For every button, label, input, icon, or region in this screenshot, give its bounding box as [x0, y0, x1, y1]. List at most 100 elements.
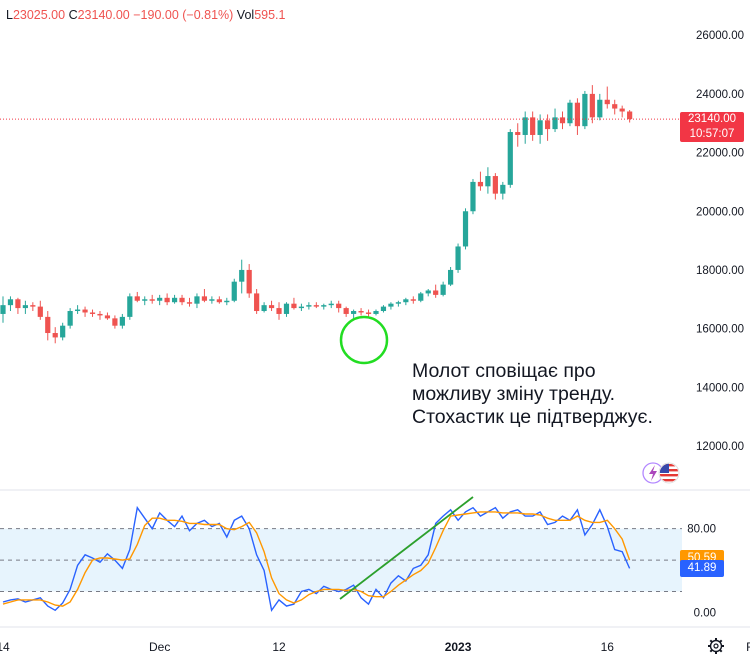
annotation-text: Молот сповіщає про можливу зміну тренду.… — [412, 360, 653, 428]
candle-body — [194, 296, 200, 304]
last-price-value: 23140.00 — [688, 113, 736, 126]
candle-body — [246, 269, 252, 294]
time-axis[interactable]: 14 Dec 12 2023 16 Feb — [0, 640, 750, 654]
candle-body — [395, 302, 401, 304]
candle-body — [306, 305, 312, 307]
candle-body — [328, 303, 334, 306]
price-tick-label: 14000.00 — [696, 382, 744, 394]
candle-body — [67, 311, 73, 326]
candle-body — [291, 303, 297, 309]
candle-body — [0, 305, 6, 314]
candle-body — [37, 306, 43, 317]
stochastic-k-line — [2, 505, 631, 613]
candle-body — [522, 117, 528, 135]
candlestick-series — [0, 85, 633, 344]
candle-body — [365, 312, 372, 314]
candle-body — [418, 293, 424, 301]
candle-body — [552, 117, 558, 130]
candle-body — [231, 281, 237, 301]
candle-body — [388, 303, 394, 307]
candle-body — [224, 300, 230, 303]
candle-body — [201, 296, 208, 301]
candle-body — [52, 333, 58, 338]
candle-body — [7, 299, 14, 306]
candle-body — [82, 309, 88, 313]
candle-body — [283, 303, 290, 314]
candle-body — [582, 93, 588, 127]
time-tick-label: 14 — [0, 640, 10, 654]
candle-body — [448, 269, 454, 285]
hammer-highlight-circle — [339, 315, 389, 365]
candle-body — [373, 311, 379, 314]
candle-body — [171, 297, 178, 303]
candle-body — [254, 293, 260, 312]
stochastic-tick-label: 0.00 — [694, 607, 716, 619]
candle-body — [351, 311, 357, 314]
candle-body — [298, 306, 304, 309]
candle-body — [15, 299, 21, 309]
candle-body — [440, 284, 446, 295]
candle-body — [343, 308, 349, 314]
candle-body — [477, 181, 484, 187]
candle-body — [89, 312, 96, 314]
price-tick-label: 20000.00 — [696, 206, 744, 218]
candle-body — [164, 297, 170, 303]
candle-body — [358, 311, 364, 313]
candle-body — [268, 305, 275, 309]
close-value: 23140.00 — [77, 8, 130, 22]
price-axis[interactable]: 26000.00 24000.00 22000.00 20000.00 18000.00… — [696, 30, 744, 453]
candle-body — [336, 303, 342, 309]
candle-body — [515, 132, 521, 135]
candle-body — [455, 246, 461, 270]
candle-body — [60, 325, 66, 338]
candle-body — [45, 316, 51, 334]
candle-body — [216, 299, 222, 303]
price-tick-label: 22000.00 — [696, 148, 744, 160]
candle-body — [500, 184, 506, 194]
candle-body — [410, 299, 416, 301]
candle-body — [627, 111, 633, 120]
close-label: C — [68, 8, 78, 22]
candle-body — [462, 211, 469, 247]
candle-body — [179, 297, 185, 303]
candle-body — [127, 296, 133, 317]
stochastic-tick-label: 80.00 — [687, 524, 716, 536]
candle-body — [276, 308, 282, 314]
candle-body — [544, 120, 551, 130]
volume-value: 595.1 — [254, 8, 286, 22]
low-label: L — [6, 8, 13, 22]
candle-body — [589, 93, 595, 118]
flash-flag-icon[interactable] — [642, 462, 682, 484]
time-tick-label: Feb — [746, 640, 750, 654]
gear-icon[interactable] — [708, 638, 724, 654]
price-tick-label: 26000.00 — [696, 30, 744, 42]
candle-body — [612, 104, 618, 109]
stochastic-k-value: 41.89 — [680, 559, 724, 577]
low-value: 23025.00 — [12, 8, 66, 22]
candle-body — [186, 302, 193, 304]
candle-body — [119, 316, 125, 326]
candle-body — [321, 305, 327, 307]
stochastic-axis[interactable]: 80.00 0.00 — [687, 524, 716, 620]
uptrend-line — [339, 496, 474, 600]
candle-body — [380, 306, 387, 312]
candle-body — [157, 297, 163, 301]
time-tick-label: 2023 — [445, 640, 472, 654]
candle-body — [142, 299, 148, 301]
candle-body — [485, 176, 491, 187]
candle-body — [425, 290, 431, 294]
candle-body — [507, 132, 513, 185]
candle-body — [30, 305, 36, 307]
candle-body — [470, 181, 476, 212]
stochastic-d-line — [2, 511, 631, 607]
candle-body — [209, 299, 215, 301]
candle-body — [619, 108, 625, 112]
candle-body — [492, 176, 498, 194]
change-value: −190.00 (−0.81%) — [133, 8, 234, 22]
candle-body — [597, 99, 603, 118]
candle-body — [574, 102, 581, 127]
candle-body — [403, 299, 409, 303]
candle-body — [537, 120, 543, 135]
price-tick-label: 18000.00 — [696, 265, 744, 277]
